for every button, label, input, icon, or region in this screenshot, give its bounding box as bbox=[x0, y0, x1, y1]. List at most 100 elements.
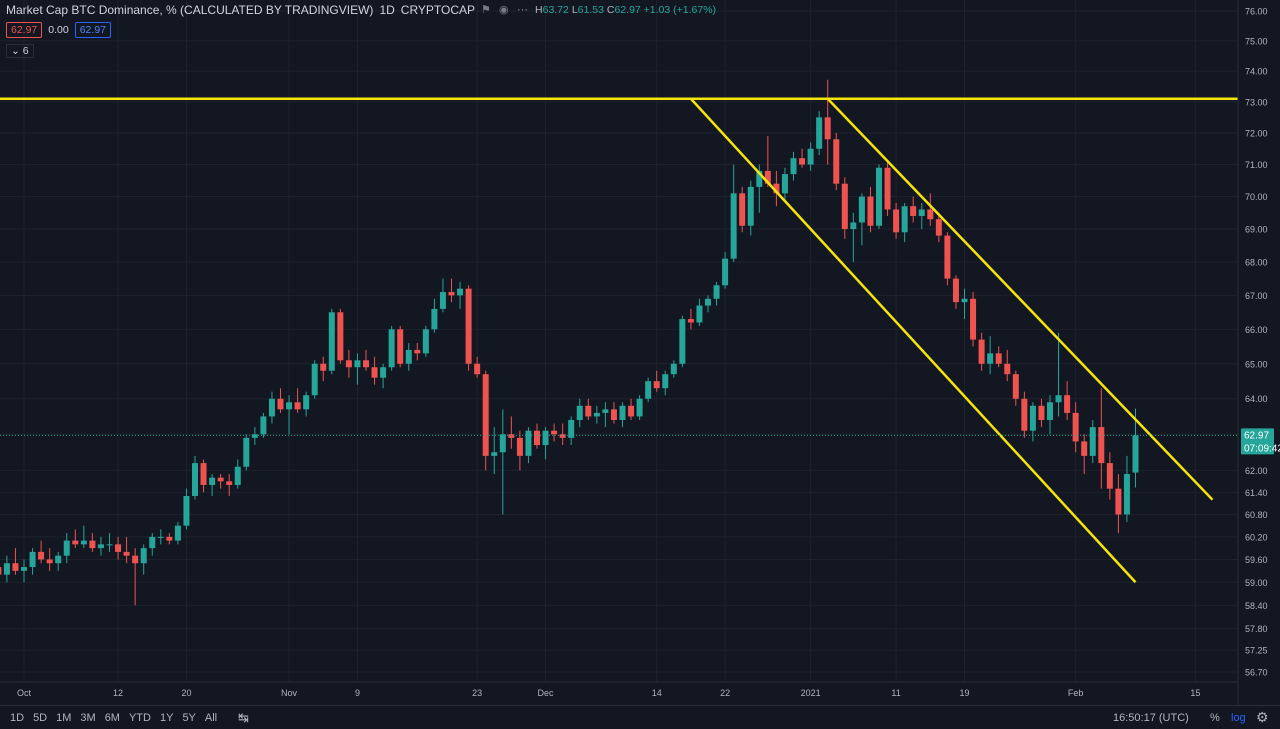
range-button-1m[interactable]: 1M bbox=[56, 712, 72, 724]
candle bbox=[645, 377, 652, 403]
candle bbox=[192, 455, 198, 500]
candle-body bbox=[294, 402, 301, 410]
candle bbox=[559, 423, 566, 446]
candle bbox=[3, 555, 10, 583]
candle bbox=[534, 423, 540, 449]
candle-body bbox=[1021, 398, 1028, 431]
range-button-1d[interactable]: 1D bbox=[10, 712, 25, 724]
candle-body bbox=[482, 374, 489, 456]
utc-clock[interactable]: 16:50:17 (UTC) bbox=[1113, 712, 1189, 724]
candle-body bbox=[807, 148, 814, 165]
candle bbox=[884, 161, 891, 216]
range-button-ytd[interactable]: YTD bbox=[128, 712, 151, 724]
candle bbox=[294, 388, 301, 413]
eye-icon[interactable]: ◉ bbox=[499, 4, 509, 16]
candle bbox=[961, 288, 968, 320]
candle-body bbox=[918, 209, 925, 216]
candle bbox=[970, 292, 977, 347]
candle-body bbox=[687, 319, 694, 323]
candle-body bbox=[730, 193, 737, 259]
candle-body bbox=[157, 536, 164, 538]
range-button-all[interactable]: All bbox=[204, 712, 218, 724]
candle-body bbox=[952, 278, 959, 303]
candle bbox=[1106, 452, 1113, 500]
candle bbox=[747, 180, 754, 236]
more-icon[interactable]: ⋯ bbox=[517, 4, 529, 16]
indicators-toggle[interactable]: ⌄ 6 bbox=[6, 44, 34, 58]
candle bbox=[106, 533, 113, 552]
buy-button[interactable]: 62.97 bbox=[74, 22, 111, 38]
candle bbox=[251, 427, 258, 446]
candle bbox=[388, 325, 395, 371]
candle-body bbox=[568, 419, 575, 438]
candle bbox=[893, 203, 900, 239]
candle-body bbox=[1055, 395, 1062, 403]
candle-body bbox=[12, 563, 19, 571]
candle-body bbox=[0, 567, 2, 575]
candle bbox=[311, 360, 318, 399]
symbol-title[interactable]: Market Cap BTC Dominance, % (CALCULATED … bbox=[6, 3, 374, 17]
candle bbox=[628, 398, 635, 420]
channel-trend-line bbox=[689, 97, 1137, 584]
candle-body bbox=[739, 193, 746, 226]
candle bbox=[833, 132, 840, 191]
candle-body bbox=[576, 405, 583, 420]
candle-body bbox=[303, 395, 310, 410]
candle-body bbox=[764, 170, 771, 184]
candle bbox=[952, 275, 959, 309]
candle-body bbox=[542, 430, 549, 446]
exchange-label: CRYPTOCAP bbox=[400, 3, 476, 17]
chart-grid bbox=[0, 0, 1238, 682]
candle bbox=[568, 416, 575, 446]
candle-body bbox=[465, 288, 472, 364]
candle bbox=[457, 281, 464, 309]
candle bbox=[670, 360, 677, 378]
candle bbox=[508, 416, 515, 449]
candle-body bbox=[628, 405, 635, 417]
range-button-5d[interactable]: 5D bbox=[33, 712, 48, 724]
sell-button[interactable]: 62.97 bbox=[6, 22, 43, 38]
price-tick-label: 56.70 bbox=[1245, 668, 1268, 678]
candle-body bbox=[619, 405, 626, 420]
candle bbox=[405, 343, 412, 371]
candle-body bbox=[593, 412, 600, 417]
candle-body bbox=[21, 567, 27, 571]
candle-body bbox=[713, 285, 720, 299]
price-tick-label: 65.00 bbox=[1245, 359, 1268, 369]
candle-body bbox=[679, 319, 686, 364]
candle bbox=[1021, 391, 1028, 438]
candle-body bbox=[858, 196, 865, 223]
candle bbox=[209, 474, 216, 496]
candle-body bbox=[1004, 363, 1011, 375]
flag-icon[interactable]: ⚑ bbox=[481, 4, 491, 16]
candle bbox=[371, 356, 378, 385]
current-price-label: 62.97 07:09:42 bbox=[1241, 428, 1280, 455]
candle-body bbox=[3, 563, 10, 575]
range-button-3m[interactable]: 3M bbox=[80, 712, 96, 724]
range-button-5y[interactable]: 5Y bbox=[182, 712, 196, 724]
price-tick-label: 69.00 bbox=[1245, 225, 1268, 235]
range-button-1y[interactable]: 1Y bbox=[159, 712, 174, 724]
log-scale-toggle[interactable]: log bbox=[1231, 712, 1246, 724]
percent-scale-toggle[interactable]: % bbox=[1210, 712, 1220, 724]
candle-body bbox=[63, 540, 70, 556]
candle-body bbox=[722, 258, 729, 286]
candle-body bbox=[1038, 405, 1045, 420]
price-tick-label: 57.80 bbox=[1245, 624, 1268, 634]
price-tick-label: 67.00 bbox=[1245, 291, 1268, 301]
candle bbox=[935, 212, 942, 243]
candle-body bbox=[610, 409, 617, 420]
time-tick-label: 22 bbox=[720, 688, 730, 698]
candle bbox=[277, 388, 284, 413]
candle-body bbox=[551, 430, 558, 435]
range-button-6m[interactable]: 6M bbox=[104, 712, 120, 724]
gear-icon[interactable]: ⚙ bbox=[1256, 709, 1269, 725]
candle bbox=[72, 529, 79, 549]
candle-body bbox=[80, 540, 87, 545]
candle-body bbox=[97, 544, 104, 549]
time-tick-label: 2021 bbox=[801, 688, 821, 698]
goto-date-icon[interactable]: ↹ bbox=[238, 710, 249, 725]
candle bbox=[243, 434, 250, 471]
candle-body bbox=[970, 298, 977, 340]
